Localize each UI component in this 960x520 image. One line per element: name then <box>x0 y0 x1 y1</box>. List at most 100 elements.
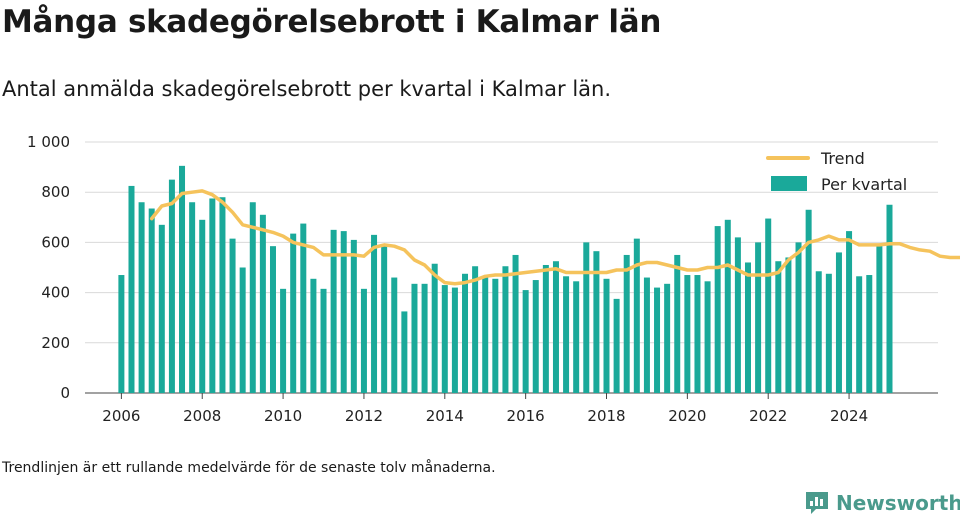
bar <box>199 219 206 393</box>
bar <box>785 257 792 393</box>
y-tick-label: 200 <box>41 334 70 352</box>
trend-line <box>149 189 960 286</box>
bar <box>684 275 691 393</box>
bar <box>603 278 610 393</box>
x-tick-label: 2010 <box>264 407 302 425</box>
bar <box>583 242 590 393</box>
bar <box>239 267 246 393</box>
bar <box>401 311 408 393</box>
bar <box>835 252 842 393</box>
bar <box>552 261 559 393</box>
bar <box>815 271 822 393</box>
bar <box>350 239 357 393</box>
bar <box>229 238 236 393</box>
bar <box>876 244 883 393</box>
bar <box>259 214 266 393</box>
brand[interactable]: Newsworthy <box>804 488 960 518</box>
bar <box>492 278 499 393</box>
bar <box>704 281 711 393</box>
bar <box>128 185 135 393</box>
bar <box>371 234 378 393</box>
bar <box>724 219 731 393</box>
bar <box>209 198 216 393</box>
bar <box>502 266 509 393</box>
chart-title: Många skadegörelsebrott i Kalmar län <box>2 4 662 40</box>
bar <box>138 202 145 393</box>
bar <box>886 204 893 393</box>
y-tick-label: 600 <box>41 233 70 251</box>
bar <box>623 254 630 393</box>
y-tick-label: 0 <box>60 384 70 402</box>
bar <box>866 275 873 393</box>
bar <box>825 273 832 393</box>
bar <box>542 264 549 393</box>
bar <box>381 246 388 393</box>
bar <box>391 277 398 393</box>
bar <box>118 275 125 393</box>
bar <box>300 223 307 393</box>
bar <box>846 231 853 393</box>
y-tick-label: 1 000 <box>27 133 70 151</box>
bar <box>168 179 175 393</box>
footnote: Trendlinjen är ett rullande medelvärde f… <box>2 460 496 476</box>
bar <box>856 276 863 393</box>
newsworthy-logo-icon <box>806 492 828 514</box>
bar <box>522 290 529 393</box>
bar <box>532 280 539 393</box>
bar <box>189 202 196 393</box>
bar <box>431 263 438 393</box>
x-tick-label: 2014 <box>426 407 464 425</box>
x-tick-label: 2016 <box>507 407 545 425</box>
bar <box>310 278 317 393</box>
brand-name: Newsworthy <box>836 491 960 515</box>
x-tick-label: 2008 <box>183 407 221 425</box>
bar <box>512 254 519 393</box>
bar <box>482 276 489 393</box>
bar <box>219 197 226 393</box>
bar <box>451 287 458 393</box>
bar <box>765 218 772 393</box>
bar <box>744 262 751 393</box>
bar <box>441 285 448 393</box>
legend-trend-label: Trend <box>820 149 865 168</box>
bar <box>340 231 347 393</box>
bar <box>290 233 297 393</box>
legend: Trend Per kvartal <box>766 149 907 194</box>
bar <box>795 242 802 393</box>
bar <box>654 287 661 393</box>
x-tick-label: 2006 <box>102 407 140 425</box>
bar <box>269 246 276 393</box>
bar <box>472 266 479 393</box>
x-tick-label: 2024 <box>830 407 868 425</box>
y-tick-label: 800 <box>41 183 70 201</box>
bar <box>320 288 327 393</box>
y-axis-ticks: 0 200 400 600 800 1 000 <box>27 133 70 402</box>
bar <box>633 238 640 393</box>
bar <box>694 275 701 393</box>
bar <box>280 288 287 393</box>
bar <box>573 281 580 393</box>
chart-subtitle: Antal anmälda skadegörelsebrott per kvar… <box>2 77 612 101</box>
bar <box>563 276 570 393</box>
bar <box>411 283 418 393</box>
bar <box>249 202 256 393</box>
bar <box>462 273 469 393</box>
bar <box>360 288 367 393</box>
x-axis-ticks: 2006 2008 2010 2012 2014 2016 2018 2020 2022 2024 <box>102 393 868 425</box>
bar <box>674 254 681 393</box>
legend-bar-swatch <box>771 176 807 191</box>
bar <box>421 283 428 393</box>
trend-series <box>149 189 960 286</box>
bar <box>755 242 762 393</box>
x-tick-label: 2012 <box>345 407 383 425</box>
bar <box>805 209 812 393</box>
bar <box>158 224 165 393</box>
bar <box>148 208 155 393</box>
bar <box>714 226 721 393</box>
bar <box>179 165 186 393</box>
bar <box>330 229 337 393</box>
bar <box>664 283 671 393</box>
x-tick-label: 2020 <box>668 407 706 425</box>
y-tick-label: 400 <box>41 284 70 302</box>
